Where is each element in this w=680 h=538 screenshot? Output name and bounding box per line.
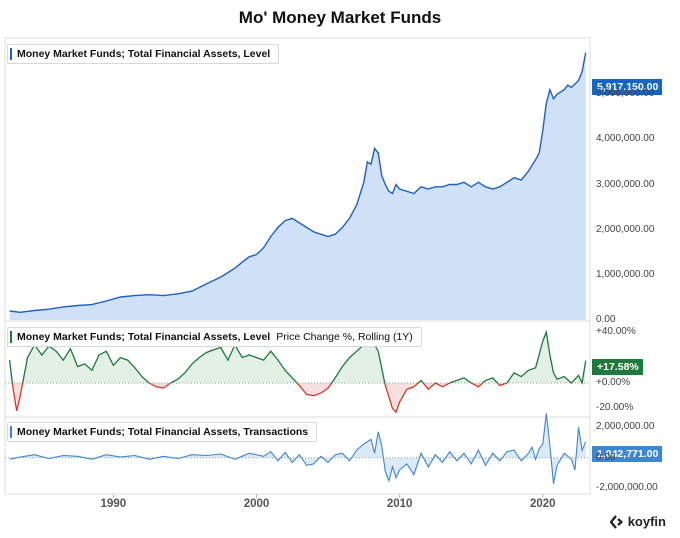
koyfin-logo-text: koyfin [627,514,666,529]
y-tick-label: +40.00% [596,326,636,338]
legend-swatch-transactions [10,426,12,438]
chart-title: Mo' Money Market Funds [238,8,442,27]
legend-transactions[interactable]: Money Market Funds; Total Financial Asse… [7,422,318,442]
legend-label-level: Money Market Funds; Total Financial Asse… [17,48,271,60]
current-value-level: 5,917,150.00 [592,79,663,95]
series-line-level [9,52,587,314]
series-line-transactions [9,413,587,484]
current-value-transactions: 1,042,771.00 [592,446,663,462]
x-tick-label: 2020 [529,498,556,510]
y-tick-label: 0.00 [596,451,616,463]
y-tick-label: 2,000,000.00 [596,223,655,235]
legend-label-change: Money Market Funds; Total Financial Asse… [17,331,271,343]
series-area-level [9,52,586,321]
y-tick-label: 3,000,000.00 [596,178,655,190]
y-tick-label: 0.00 [596,314,616,325]
legend-label-change-extra: Price Change %, Rolling (1Y) [276,331,413,343]
series-line-change-positive [8,329,587,383]
y-tick-label: 5,000,000.00 [596,88,655,100]
y-tick-label: -20.00% [596,402,634,414]
series-line-change-negative [11,382,583,414]
x-tick-label: 2010 [386,498,413,510]
legend-change[interactable]: Money Market Funds; Total Financial Asse… [7,327,422,347]
y-tick-label: +0.00% [596,376,631,388]
y-tick-label: 1,000,000.00 [596,268,655,280]
koyfin-logo: koyfin [609,514,666,529]
x-tick-label: 2000 [243,498,270,510]
y-tick-label: -2,000,000.00 [596,482,658,494]
y-tick-label: 2,000,000.00 [596,421,655,433]
y-tick-label: 4,000,000.00 [596,133,655,145]
legend-swatch-change [10,331,12,343]
x-tick-label: 1990 [100,498,127,510]
legend-swatch-level [10,48,12,60]
legend-level[interactable]: Money Market Funds; Total Financial Asse… [7,44,280,64]
series-area-change-positive [9,332,586,383]
current-value-change: +17.58% [592,359,643,375]
koyfin-logo-icon [609,514,623,529]
plot-frame [4,37,591,495]
legend-label-transactions: Money Market Funds; Total Financial Asse… [17,426,309,438]
